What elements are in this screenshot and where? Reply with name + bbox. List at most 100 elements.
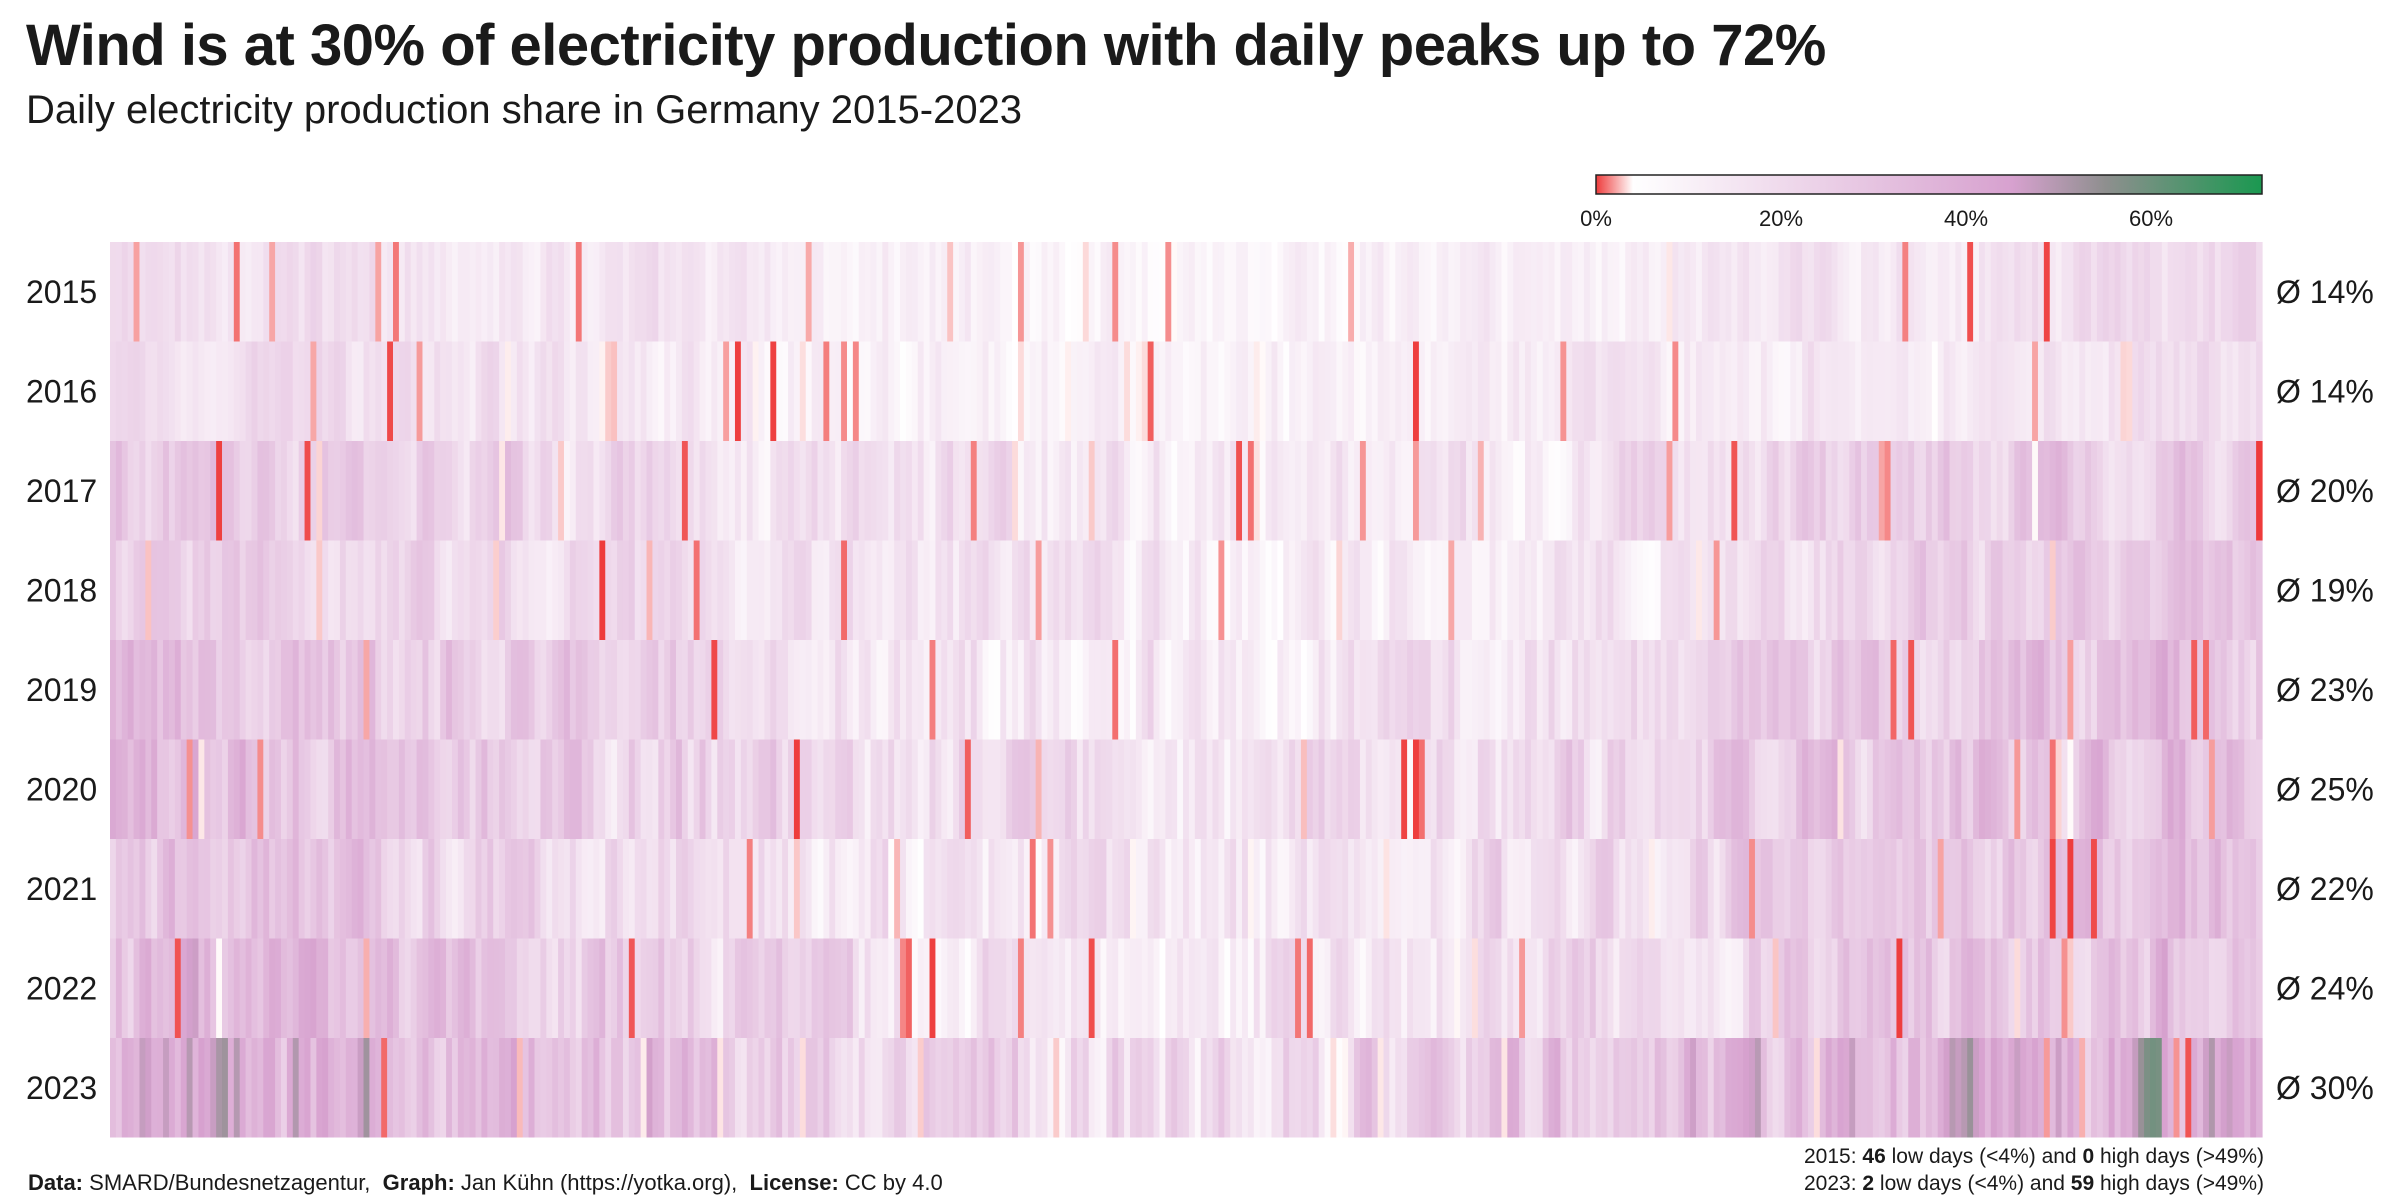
heatmap-cell [1548,540,1556,640]
heatmap-cell [699,739,707,839]
heatmap-cell [1029,640,1037,740]
heatmap-cell [1348,938,1355,1038]
heatmap-cell [316,640,323,740]
heatmap-cell [1796,242,1803,342]
average-label: Ø 30% [2276,1070,2374,1106]
heatmap-cell [1442,242,1449,342]
heatmap-cell [1548,341,1556,441]
heatmap-cell [505,341,512,441]
heatmap-cell [687,341,695,441]
heatmap-cell [1188,839,1196,939]
heatmap-cell [746,242,754,342]
heatmap-cell [222,839,229,939]
heatmap-cell [1259,640,1267,740]
heatmap-cell [475,839,483,939]
heatmap-cell [1707,938,1715,1038]
heatmap-cell [1961,938,1968,1038]
heatmap-cell [1625,739,1632,839]
heatmap-cell [611,341,618,441]
heatmap-cell [835,242,842,342]
heatmap-cell [1082,242,1090,342]
heatmap-cell [2020,540,2027,640]
heatmap-cell [1825,739,1833,839]
heatmap-cell [345,739,353,839]
heatmap-cell [174,242,182,342]
heatmap-cell [658,441,665,541]
heatmap-cell [1242,839,1249,939]
heatmap-cell [1212,242,1220,342]
heatmap-cell [563,540,571,640]
heatmap-cell [670,938,677,1038]
heatmap-cell [1065,739,1072,839]
heatmap-cell [269,640,276,740]
heatmap-cell [587,640,595,740]
heatmap-cell [1112,839,1119,939]
heatmap-cell [2055,640,2063,740]
heatmap-cell [640,540,648,640]
heatmap-cell [1023,640,1031,740]
heatmap-cell [1772,341,1780,441]
heatmap-cell [2256,640,2263,740]
heatmap-cell [575,739,583,839]
heatmap-cell [1218,739,1225,839]
heatmap-cell [375,341,382,441]
heatmap-cell [605,739,612,839]
heatmap-cell [1289,1038,1296,1138]
heatmap-cell [1371,1038,1379,1138]
heatmap-cell [829,540,836,640]
heatmap-cell [894,1038,901,1138]
heatmap-cell [911,739,919,839]
heatmap-cell [681,341,689,441]
heatmap-cell [905,341,913,441]
heatmap-cell [811,1038,819,1138]
heatmap-cell [2244,640,2251,740]
heatmap-cell [2120,242,2127,342]
heatmap-cell [2144,540,2151,640]
heatmap-cell [1242,640,1249,740]
heatmap-cell [1654,839,1662,939]
heatmap-cell [351,341,359,441]
heatmap-cell [192,441,200,541]
heatmap-cell [1053,739,1060,839]
heatmap-cell [1324,242,1332,342]
heatmap-cell [151,640,158,740]
heatmap-cell [711,938,718,1038]
heatmap-cell [1925,739,1933,839]
heatmap-cell [1271,1038,1278,1138]
heatmap-cell [2008,1038,2015,1138]
heatmap-cell [2197,1038,2204,1138]
heatmap-cell [1760,938,1768,1038]
heatmap-cell [788,1038,795,1138]
heatmap-cell [1825,540,1833,640]
heatmap-cell [375,938,382,1038]
heatmap-cell [640,1038,648,1138]
heatmap-cell [1348,640,1355,740]
heatmap-cell [1560,540,1567,640]
heatmap-cell [1796,1038,1803,1138]
heatmap-cell [1796,839,1803,939]
heatmap-cell [1719,242,1727,342]
heatmap-cell [817,540,825,640]
heatmap-cell [905,540,913,640]
heatmap-cell [1589,640,1597,740]
heatmap-cell [304,341,312,441]
heatmap-cell [558,1038,565,1138]
heatmap-cell [381,1038,388,1138]
heatmap-cell [1654,341,1662,441]
heatmap-cell [846,441,854,541]
heatmap-cell [2096,341,2104,441]
heatmap-cell [1471,341,1479,441]
heatmap-cell [1908,1038,1915,1138]
heatmap-cell [422,341,429,441]
heatmap-cell [1766,938,1774,1038]
heatmap-cell [410,242,418,342]
heatmap-cell [876,242,883,342]
heatmap-cell [676,341,683,441]
heatmap-cell [935,242,942,342]
heatmap-cell [1548,938,1556,1038]
heatmap-cell [1495,938,1503,1038]
heatmap-cell [846,640,854,740]
heatmap-cell [387,441,394,541]
heatmap-cell [823,341,830,441]
heatmap-cell [805,1038,813,1138]
